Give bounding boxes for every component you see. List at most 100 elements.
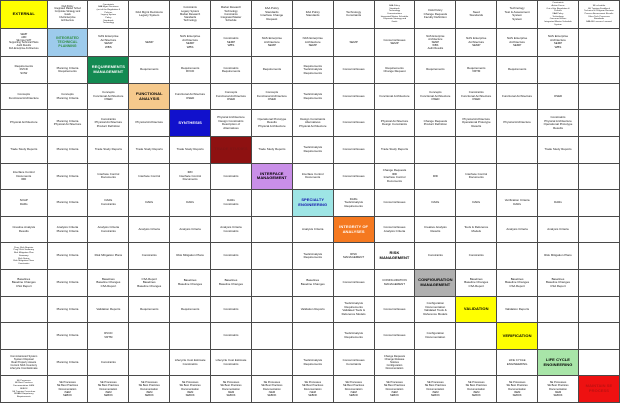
cell-text: Verification Criteria DARs (504, 198, 530, 207)
cell-content: Concepts Functional Architecture OSED (252, 84, 291, 109)
matrix-cell-r4-c14 (577, 109, 620, 138)
matrix-cell-r3-c1: Concepts Planning Criteria (46, 82, 89, 111)
matrix-cell-r11-c8: Tools/Analysis Requirements Validated To… (332, 295, 375, 324)
matrix-cell-r0-c11: Need Standards (455, 0, 498, 29)
cell-content: Requirements Tools/Analysis Requirements (293, 58, 332, 83)
cell-text: Risk Mitigation Plans (94, 253, 123, 258)
diagonal-cell-verification[interactable]: VERIFICATION (496, 322, 539, 350)
matrix-cell-r1-c3: SEMP (128, 27, 171, 58)
cell-content (1, 297, 46, 322)
diagonal-cell-functional-analysis[interactable]: FUNCTIONAL ANALYSIS (128, 82, 171, 111)
cell-content (579, 138, 618, 163)
process-label: SPECIALTY ENGINEERING (298, 197, 328, 208)
matrix-cell-r1-c0: SEMP ARD SE Input SVP Supporting Technic… (0, 27, 48, 58)
cell-content: DARs Tools/Analysis Requirements (334, 191, 373, 216)
cell-text: Concepts Functional Architecture OSED (256, 90, 287, 102)
cell-text: Trade Study Reports (258, 147, 286, 152)
cell-text: Baselines Baseline Changes CSA Report (96, 276, 121, 288)
cell-text: Concepts Functional Architecture OSED (215, 90, 247, 102)
matrix-cell-r10-c1: Planning Criteria (46, 269, 89, 297)
matrix-cell-r12-c0 (0, 322, 48, 350)
cell-content: Constraints Physical Architecture Produc… (89, 111, 128, 136)
cell-content: SE Processes SE Best Practices Documenta… (171, 377, 210, 402)
cell-content: Need Standards (457, 1, 496, 27)
matrix-cell-r6-c8: Concerns/Issues (332, 162, 375, 191)
cell-text: Planning Criteria Requirements (56, 65, 79, 74)
diagonal-cell-external[interactable]: EXTERNAL (0, 0, 48, 29)
matrix-cell-r5-c1: Planning Criteria (46, 136, 89, 164)
diagonal-cell-interface-management[interactable]: INTERFACE MANAGEMENT (250, 162, 293, 191)
cell-content: Analysis Criteria (539, 217, 578, 242)
diagonal-cell-requirements-management[interactable]: REQUIREMENTS MANAGEMENT (87, 56, 130, 84)
matrix-cell-r6-c3: Interface Control (128, 162, 171, 191)
cell-text: SE Processes SE Best Practices Documenta… (343, 381, 365, 397)
cell-content: SE Processes SE Best Practices Documenta… (539, 377, 578, 402)
cell-text: Physical Architecture (10, 120, 38, 125)
diagonal-cell-synthesis[interactable]: SYNTHESIS (169, 109, 212, 138)
cell-text: SE Processes SE Best Practices Documenta… (179, 381, 201, 397)
matrix-cell-r11-c0 (0, 295, 48, 324)
cell-content: Tools/Analysis Requirements (293, 350, 332, 375)
matrix-cell-r8-c9: Concerns/Issues Analysis Criteria (373, 215, 416, 244)
matrix-cell-r12-c3 (128, 322, 171, 350)
cell-text: Constraints SEMP WBS (223, 36, 239, 48)
cell-content: Constraints (457, 244, 496, 269)
matrix-cell-r7-c1: Planning Criteria (46, 189, 89, 217)
cell-content: Design Constraints Alternatives Physical… (293, 111, 332, 136)
cell-content: Requirements (130, 297, 169, 322)
cell-content: Constraints Requirements (212, 58, 251, 83)
cell-content: Concerns/Issues Analysis Criteria (375, 217, 414, 242)
diagonal-cell-specialty-engineering[interactable]: SPECIALTY ENGINEERING (291, 189, 334, 217)
matrix-cell-r12-c1: Planning Criteria (46, 322, 89, 350)
cell-content (579, 164, 618, 189)
cell-content: Planning Criteria Physical Architecture (48, 111, 87, 136)
cell-text: Configuration Documentation (425, 331, 446, 339)
matrix-cell-r7-c11: DARs (455, 189, 498, 217)
matrix-cell-r3-c6: Concepts Functional Architecture OSED (250, 82, 293, 111)
cell-content: Baselines Baseline Changes CSA Report (539, 270, 578, 295)
cell-text: Analysis Criteria Planning Criteria (56, 225, 79, 233)
cell-text: Concerns/Issues (342, 147, 365, 152)
matrix-cell-r13-c0: Commissioned System System Disposal Real… (0, 348, 48, 377)
cell-content: SE Processes SE Best Practices Documenta… (130, 377, 169, 402)
cell-text: SE Processes SE Best Practices Documenta… (547, 381, 569, 397)
cell-content: Analysis Criteria (293, 217, 332, 242)
cell-content: Change Requests Change Release Notices C… (375, 350, 414, 375)
diagonal-cell-risk-management[interactable]: RISK MANAGEMENT (373, 242, 416, 270)
matrix-row: Physical Architecture Planning Criteria P… (0, 109, 620, 138)
matrix-cell-r5-c6: Trade Study Reports (250, 136, 293, 164)
matrix-cell-r0-c1: FAA Policy Integrated Master Sched Corpo… (46, 0, 89, 29)
diagonal-cell-maintain-se-process[interactable]: MAINTAIN SE PROCESS (577, 375, 620, 403)
diagonal-cell-integrated-technical-planning[interactable]: INTEGRATED TECHNICAL PLANNING (46, 27, 89, 58)
cell-content: Baselines Baseline Changes (212, 270, 251, 295)
cell-text: FAA Policy Change Requests Faculty Defin… (423, 8, 448, 20)
cell-content: Interface Control Documents IRD (1, 164, 46, 189)
cell-text: Risk Mitigation Plans (176, 253, 204, 258)
matrix-cell-r8-c0: Creative Analysis Results (0, 215, 48, 244)
cell-text: SOAP DARs (19, 198, 28, 207)
diagonal-cell-configuration-management[interactable]: CONFIGURATION MANAGEMENT (414, 269, 457, 297)
matrix-cell-r6-c11: Interface Control Documents (455, 162, 498, 191)
matrix-cell-r2-c6: Requirements (250, 56, 293, 84)
matrix-cell-r5-c9: Trade Study Reports (373, 136, 416, 164)
cell-text: Requirements (140, 306, 159, 311)
cell-content: Requirements (171, 297, 210, 322)
cell-text: Validation Reports (96, 306, 121, 311)
diagonal-cell-validation[interactable]: VALIDATION (455, 295, 498, 324)
matrix-cell-r7-c14 (577, 189, 620, 217)
cell-text: Change Requests IRD Interface Control Do… (382, 168, 407, 183)
matrix-row: Planning Criteria Validation Reports Requi… (0, 295, 620, 324)
matrix-cell-r10-c9: CONFIGURATION MANAGEMENT (373, 269, 416, 297)
cell-text: NAS Enterprise Architecture SEMP (466, 36, 487, 48)
matrix-cell-r8-c10: Creative Analysis Results (414, 215, 457, 244)
matrix-cell-r11-c10: Configuration Documentation Validated To… (414, 295, 457, 324)
cell-text: Constraints (223, 253, 239, 258)
diagonal-cell-integrity-of-analyses[interactable]: INTEGRITY OF ANALYSES (332, 215, 375, 244)
matrix-cell-r10-c5: Baselines Baseline Changes (210, 269, 252, 297)
cell-content: Configuration Documentation (416, 324, 455, 349)
matrix-cell-r1-c14 (577, 27, 620, 58)
diagonal-cell-life-cycle-engineering[interactable]: LIFE CYCLE ENGINEERING (537, 348, 579, 377)
diagonal-cell-trade-studies[interactable]: TRADE STUDIES (210, 136, 252, 164)
cell-content: Physical Architecture Design Constraints… (212, 111, 251, 136)
cell-content: IRD (416, 164, 455, 189)
